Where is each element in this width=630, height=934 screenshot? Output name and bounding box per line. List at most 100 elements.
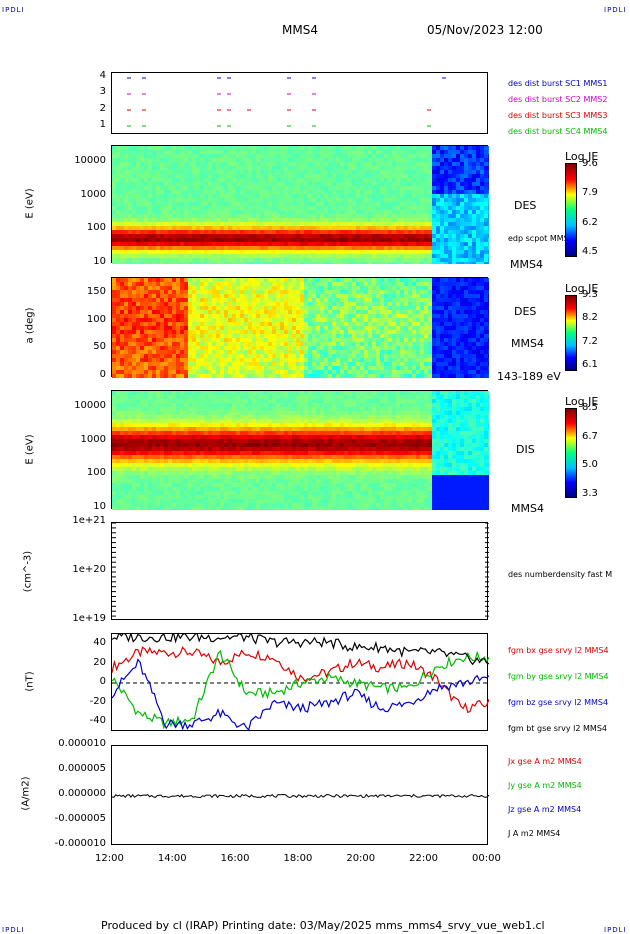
spectro-cell [344,178,348,182]
spectro-cell [352,330,356,334]
spectro-cell [448,154,452,158]
spectro-cell [228,170,232,174]
spectro-cell [296,370,300,374]
spectro-cell [268,278,272,282]
spectro-cell [256,258,260,262]
spectro-cell [164,354,168,358]
spectro-cell [364,226,368,230]
spectro-cell [440,222,444,226]
spectro-cell [308,154,312,158]
spectro-cell [180,346,184,350]
spectro-cell [116,214,120,218]
spectro-cell [408,314,412,318]
spectro-cell [232,210,236,214]
spectro-cell [388,242,392,246]
spectro-cell [276,330,280,334]
spectro-cell [176,258,180,262]
spectro-cell [448,150,452,154]
spectro-cell [452,158,456,162]
spectro-cell [304,166,308,170]
spectro-cell [212,250,216,254]
spectro-cell [436,282,440,286]
spectro-cell [280,262,284,264]
spectro-cell [128,258,132,262]
spectro-cell [188,318,192,322]
spectro-cell [468,230,472,234]
spectro-cell [208,350,212,354]
spectro-cell [408,310,412,314]
spectro-cell [200,158,204,162]
spectro-cell [112,318,116,322]
spectro-cell [464,238,468,242]
spectro-cell [112,210,116,214]
spectro-cell [264,206,268,210]
spectro-cell [244,254,248,258]
spectro-cell [332,246,336,250]
spectro-cell [456,146,460,150]
spectro-cell [312,186,316,190]
spectro-cell [196,234,200,238]
spectro-cell [420,342,424,346]
spectro-cell [484,222,488,226]
spectro-cell [204,250,208,254]
spectro-cell [132,190,136,194]
spectro-cell [312,346,316,350]
spectro-cell [412,174,416,178]
spectro-cell [256,282,260,286]
spectro-cell [172,150,176,154]
spectro-cell [368,290,372,294]
spectro-cell [224,286,228,290]
spectro-cell [292,202,296,206]
spectro-cell [320,250,324,254]
spectro-cell [296,250,300,254]
spectro-cell [176,282,180,286]
spectro-cell [156,234,160,238]
spectro-cell [360,310,364,314]
spectro-cell [248,350,252,354]
spectro-cell [236,278,240,282]
spectro-cell [456,170,460,174]
spectro-cell [292,322,296,326]
spectro-cell [300,318,304,322]
spectro-cell [124,190,128,194]
spectro-cell [308,330,312,334]
spectro-cell [328,162,332,166]
spectro-cell [372,246,376,250]
spectro-cell [384,182,388,186]
spectro-cell [164,262,168,264]
spectro-cell [164,154,168,158]
spectro-cell [272,186,276,190]
spectro-cell [488,246,489,250]
spectro-cell [456,254,460,258]
spectro-cell [196,190,200,194]
spectro-cell [192,162,196,166]
spectro-cell [224,246,228,250]
spectro-cell [180,254,184,258]
spectro-cell [256,306,260,310]
spectro-cell [140,190,144,194]
spectro-cell [280,294,284,298]
spectro-cell [112,154,116,158]
spectro-cell [152,178,156,182]
spectro-cell [356,370,360,374]
spectro-cell [480,230,484,234]
spectro-cell [248,166,252,170]
spectro-cell [296,278,300,282]
spectro-cell [476,246,480,250]
spectro-cell [180,358,184,362]
spectro-cell [212,242,216,246]
spectro-cell [260,166,264,170]
spectro-cell [312,286,316,290]
spectro-cell [336,262,340,264]
spectro-cell [388,190,392,194]
spectro-cell [328,282,332,286]
spectro-cell [340,314,344,318]
spectro-cell [152,282,156,286]
spectro-cell [196,342,200,346]
spectro-cell [216,334,220,338]
spectro-cell [232,154,236,158]
spectro-cell [168,318,172,322]
spectro-cell [236,170,240,174]
spectro-cell [200,234,204,238]
spectro-cell [368,330,372,334]
